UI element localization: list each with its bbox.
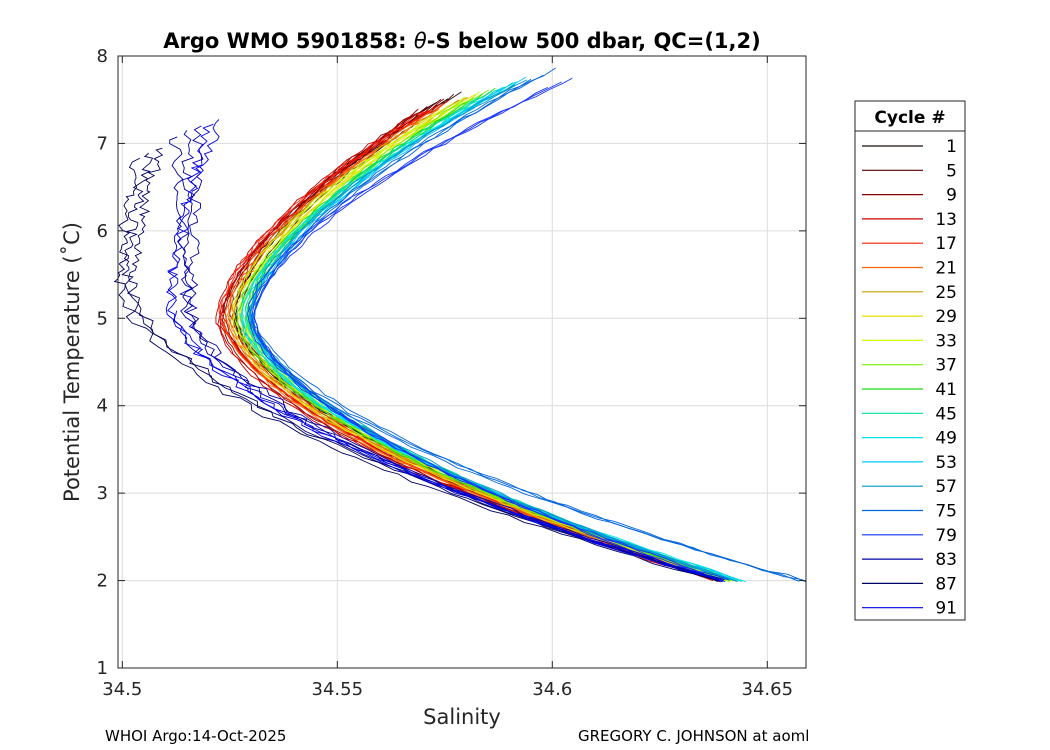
legend-label: 25 — [935, 283, 957, 303]
y-tick-label: 8 — [97, 46, 108, 67]
legend-label: 49 — [935, 429, 957, 449]
footer-right-text: GREGORY C. JOHNSON at aoml — [578, 727, 809, 745]
profile-line-cycle-29 — [236, 105, 726, 582]
legend-label: 57 — [935, 477, 957, 497]
axis-ticks: 34.5 34.55 34.6 34.65 1 2 3 4 5 6 7 8 — [97, 46, 806, 700]
x-tick-label: 34.5 — [102, 679, 142, 700]
legend-title: Cycle # — [874, 108, 945, 128]
profile-line-cycle-37 — [244, 100, 731, 582]
y-tick-label: 6 — [97, 221, 108, 242]
axes-box — [117, 55, 807, 669]
legend-label: 37 — [935, 356, 957, 376]
profile-line-cycle-87 — [113, 157, 714, 580]
profile-line-cycle-91 — [165, 119, 723, 583]
profile-line-cycle-75 — [253, 78, 800, 582]
profile-line-cycle-87 — [126, 147, 720, 582]
legend-label: 53 — [935, 453, 957, 473]
legend-label: 87 — [935, 574, 957, 594]
profile-line-cycle-91 — [172, 310, 724, 582]
profile-lines — [113, 67, 807, 583]
profile-line-cycle-45 — [241, 97, 735, 581]
legend-label: 1 — [946, 137, 957, 157]
x-axis-label: Salinity — [423, 705, 501, 729]
legend-label: 5 — [946, 161, 957, 181]
y-axis-label: Potential Temperature (˚C) — [60, 222, 84, 502]
legend-label: 91 — [935, 599, 957, 619]
legend-label: 21 — [935, 259, 957, 279]
profile-line-cycle-91 — [165, 123, 718, 580]
legend-label: 45 — [935, 404, 957, 424]
profile-line-cycle-79 — [251, 86, 722, 581]
x-tick-label: 34.6 — [532, 679, 572, 700]
footer-left-text: WHOI Argo:14-Oct-2025 — [105, 727, 286, 745]
y-tick-label: 1 — [97, 658, 108, 679]
legend-label: 83 — [935, 550, 957, 570]
legend-label: 41 — [935, 380, 957, 400]
y-tick-label: 3 — [97, 483, 108, 504]
legend-label: 33 — [935, 331, 957, 351]
legend-label: 75 — [935, 502, 957, 522]
legend-label: 13 — [935, 210, 957, 230]
legend-label: 79 — [935, 526, 957, 546]
legend: Cycle # 1 5 9 13 17 21 25 29 33 37 41 45 49 53 57 75 79 8… — [854, 100, 966, 621]
x-tick-label: 34.55 — [312, 679, 364, 700]
legend-label: 17 — [935, 234, 957, 254]
y-tick-label: 5 — [97, 308, 108, 329]
legend-box — [854, 100, 966, 621]
x-tick-label: 34.65 — [742, 679, 794, 700]
legend-label: 9 — [946, 186, 957, 206]
y-tick-label: 2 — [97, 571, 108, 592]
y-tick-label: 4 — [97, 396, 108, 417]
legend-label: 29 — [935, 307, 957, 327]
profile-line-cycle-79 — [253, 77, 729, 580]
y-tick-label: 7 — [97, 133, 108, 154]
chart-title: Argo WMO 5901858: θ-S below 500 dbar, QC… — [163, 29, 760, 53]
